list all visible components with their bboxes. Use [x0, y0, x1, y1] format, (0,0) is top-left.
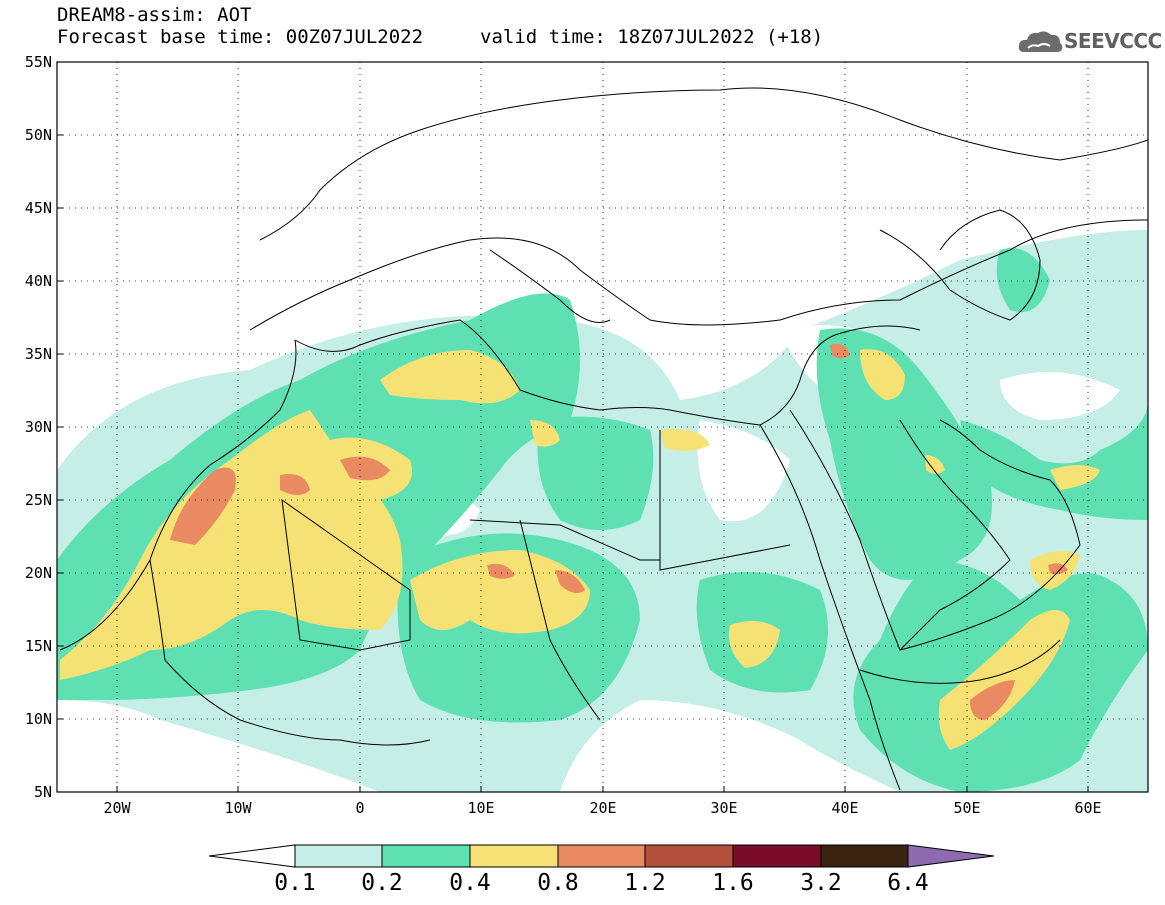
lat-label: 35N	[25, 345, 52, 363]
logo-text: SEEVCCC	[1064, 29, 1162, 53]
lon-label: 40E	[831, 799, 858, 817]
map-title: DREAM8-assim: AOT	[57, 4, 252, 26]
lon-label: 60E	[1074, 799, 1101, 817]
lat-labels: 55N 50N 45N 40N 35N 30N 25N 20N 15N 10N …	[25, 53, 52, 801]
valid-time: valid time: 18Z07JUL2022 (+18)	[480, 26, 824, 48]
lat-label: 10N	[25, 710, 52, 728]
lon-label: 30E	[710, 799, 737, 817]
colorbar-max-triangle	[907, 844, 995, 868]
colorbar-label: 0.2	[361, 870, 403, 896]
lon-label: 10W	[224, 799, 252, 817]
lat-label: 40N	[25, 272, 52, 290]
coastlines	[59, 87, 1148, 791]
colorbar-min-triangle	[208, 844, 296, 868]
lat-label: 45N	[25, 199, 52, 217]
lon-label: 10E	[467, 799, 494, 817]
colorbar-swatch	[732, 844, 822, 868]
lat-label: 30N	[25, 418, 52, 436]
cloud-logo-icon	[1018, 31, 1063, 52]
lon-label: 20W	[103, 799, 131, 817]
lat-label: 55N	[25, 53, 52, 71]
colorbar-swatch	[820, 844, 909, 868]
colorbar-label: 0.8	[537, 870, 579, 896]
colorbar-swatch	[294, 844, 383, 868]
lat-label: 25N	[25, 491, 52, 509]
colorbar-label: 0.4	[449, 870, 491, 896]
lat-label: 5N	[34, 783, 52, 801]
colorbar	[208, 844, 995, 868]
lon-labels: 20W 10W 0 10E 20E 30E 40E 50E 60E	[103, 799, 1101, 817]
lat-label: 50N	[25, 126, 52, 144]
lon-label: 50E	[953, 799, 980, 817]
aot-field	[57, 230, 1148, 792]
colorbar-label: 6.4	[887, 870, 929, 896]
colorbar-swatch	[469, 844, 559, 868]
colorbar-swatch	[644, 844, 734, 868]
colorbar-label: 0.1	[274, 870, 316, 896]
lon-label: 20E	[589, 799, 616, 817]
colorbar-swatch	[557, 844, 646, 868]
forecast-base-time: Forecast base time: 00Z07JUL2022	[57, 26, 424, 48]
colorbar-label: 1.2	[624, 870, 666, 896]
axis-ticks	[57, 61, 1089, 793]
colorbar-label: 3.2	[800, 870, 842, 896]
lat-label: 20N	[25, 564, 52, 582]
lon-label: 0	[355, 799, 364, 817]
colorbar-swatch	[381, 844, 471, 868]
lat-label: 15N	[25, 637, 52, 655]
colorbar-label: 1.6	[712, 870, 754, 896]
